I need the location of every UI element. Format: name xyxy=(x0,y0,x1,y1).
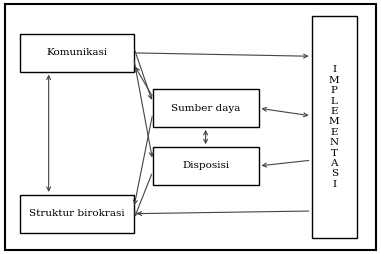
Text: Struktur birokrasi: Struktur birokrasi xyxy=(29,209,125,218)
Text: Komunikasi: Komunikasi xyxy=(46,49,107,57)
FancyBboxPatch shape xyxy=(312,17,357,237)
Text: Disposisi: Disposisi xyxy=(182,162,229,170)
FancyBboxPatch shape xyxy=(20,34,134,72)
FancyBboxPatch shape xyxy=(153,147,259,185)
Text: I
M
P
L
E
M
E
N
T
A
S
I: I M P L E M E N T A S I xyxy=(329,65,339,189)
FancyBboxPatch shape xyxy=(153,89,259,127)
FancyBboxPatch shape xyxy=(5,4,376,250)
Text: Sumber daya: Sumber daya xyxy=(171,104,240,113)
FancyBboxPatch shape xyxy=(20,195,134,232)
